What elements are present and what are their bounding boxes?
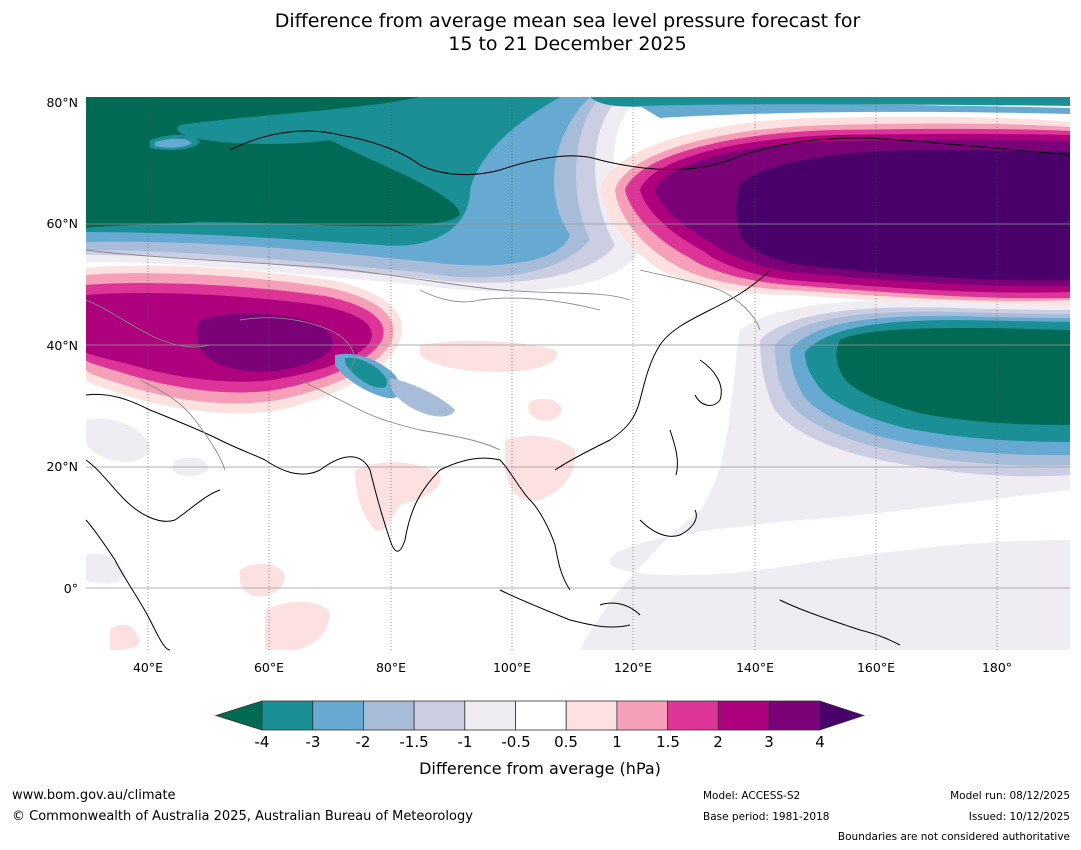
contour-pos-4-east xyxy=(736,150,1070,281)
contour-neg-tibet-outer xyxy=(389,378,455,417)
contour-pos-india xyxy=(355,462,441,531)
cbar-swatch xyxy=(515,700,567,731)
footer-model: Model: ACCESS-S2 xyxy=(703,790,801,802)
contour-neg-4-pacific xyxy=(836,328,1070,425)
cbar-tick-neg2: -2 xyxy=(355,733,371,751)
lon-label-140e: 140°E xyxy=(735,660,774,675)
lon-label-180: 180° xyxy=(981,660,1013,675)
title-line-1: Difference from average mean sea level p… xyxy=(274,10,861,32)
cbar-tick-neg1.5: -1.5 xyxy=(399,733,429,751)
footer-boundaries: Boundaries are not considered authoritat… xyxy=(837,831,1070,843)
cbar-tick-2: 2 xyxy=(713,733,723,751)
contour-pos-indian-ocean-2 xyxy=(265,601,330,650)
footer-issued: Issued: 10/12/2025 xyxy=(968,811,1070,823)
graticule xyxy=(147,97,998,650)
cbar-tick-1: 1 xyxy=(612,733,622,751)
cbar-swatch xyxy=(312,700,364,731)
cbar-swatch xyxy=(261,700,314,731)
contour-pos-africa xyxy=(110,624,140,650)
colorbar-label: Difference from average (hPa) xyxy=(419,759,661,778)
cbar-tick-3: 3 xyxy=(764,733,774,751)
cbar-swatch xyxy=(565,700,618,731)
lat-label-40n: 40°N xyxy=(46,338,78,353)
latitude-lines xyxy=(86,223,1070,589)
cbar-swatch xyxy=(768,700,821,731)
contour-pos-indochina xyxy=(505,435,576,501)
lat-label-80n: 80°N xyxy=(46,95,78,110)
coastlines xyxy=(85,130,1071,651)
contour-neg-tibet-inner xyxy=(345,357,388,388)
footer-base-period: Base period: 1981-2018 xyxy=(703,811,830,823)
contour-neg-africa-2 xyxy=(86,553,125,584)
lon-label-120e: 120°E xyxy=(613,660,652,675)
title-line-2: 15 to 21 December 2025 xyxy=(448,33,687,55)
cbar-tick-0.5: 0.5 xyxy=(554,733,578,751)
cbar-swatch xyxy=(717,700,770,731)
anomaly-field xyxy=(86,97,1070,650)
cbar-tick-neg0.5: -0.5 xyxy=(501,733,531,751)
cbar-tick-neg3: -3 xyxy=(305,733,321,751)
contour-pos-china-2 xyxy=(528,398,562,421)
contour-neg-4-north xyxy=(86,97,460,228)
cbar-swatch xyxy=(362,700,415,731)
cbar-swatch xyxy=(616,700,669,731)
cbar-swatch xyxy=(413,700,466,731)
lon-label-60e: 60°E xyxy=(253,660,285,675)
contour-pos-china-1 xyxy=(420,340,558,372)
footer-model-run: Model run: 08/12/2025 xyxy=(950,790,1070,802)
cbar-extend-low xyxy=(214,700,263,731)
lon-label-100e: 100°E xyxy=(492,660,531,675)
contour-pos-3-central-asia xyxy=(196,313,333,372)
contour-top-edge-2 xyxy=(640,104,1070,118)
footer-copyright: © Commonwealth of Australia 2025, Austra… xyxy=(12,809,473,824)
lat-label-0: 0° xyxy=(63,581,78,596)
map-title: Difference from average mean sea level p… xyxy=(0,10,1081,56)
cbar-tick-4: 4 xyxy=(815,733,825,751)
lon-label-40e: 40°E xyxy=(132,660,164,675)
cbar-extend-high xyxy=(819,700,865,731)
country-borders xyxy=(85,249,761,471)
lat-label-20n: 20°N xyxy=(46,459,78,474)
cbar-tick-neg4: -4 xyxy=(254,733,270,751)
contour-neg-arabia xyxy=(86,418,151,462)
contour-top-edge xyxy=(86,97,1070,107)
lon-label-80e: 80°E xyxy=(375,660,407,675)
cbar-swatch xyxy=(667,700,719,731)
cbar-tick-1.5: 1.5 xyxy=(656,733,680,751)
footer-website: www.bom.gov.au/climate xyxy=(12,788,176,803)
contour-neg-2-inner xyxy=(155,138,192,148)
cbar-swatch xyxy=(464,700,516,731)
lat-label-60n: 60°N xyxy=(46,216,78,231)
lon-label-160e: 160°E xyxy=(856,660,895,675)
cbar-tick-neg1: -1 xyxy=(457,733,473,751)
